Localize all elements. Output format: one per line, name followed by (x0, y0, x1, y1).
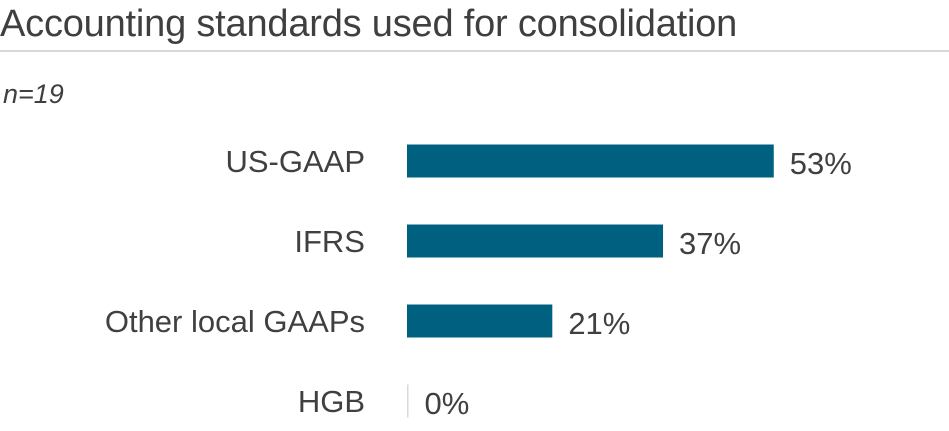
chart-title: Accounting standards used for consolidat… (0, 3, 738, 45)
category-label: IFRS (294, 224, 365, 259)
chart-subtitle: n=19 (3, 79, 64, 109)
category-label: Other local GAAPs (105, 304, 365, 339)
value-label: 37% (679, 226, 741, 261)
title-divider (0, 50, 949, 52)
value-label: 0% (425, 386, 470, 421)
category-label: HGB (298, 384, 365, 419)
category-label: US-GAAP (225, 144, 365, 179)
bar (407, 384, 409, 418)
value-label: 21% (568, 306, 630, 341)
bar (407, 224, 664, 258)
bar (407, 144, 774, 178)
bar (407, 304, 553, 338)
value-label: 53% (790, 146, 852, 181)
